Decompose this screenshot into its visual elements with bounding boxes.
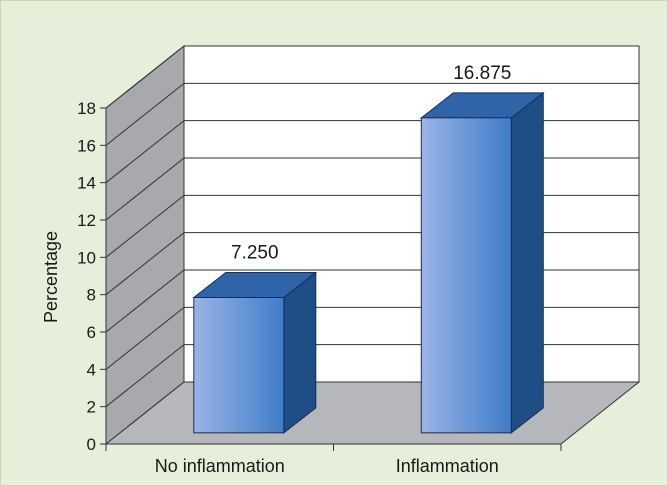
bar-front-face: [420, 117, 512, 434]
bar-no-inflammation: [192, 271, 318, 434]
side-wall: [105, 44, 185, 446]
bar-inflammation: [419, 91, 545, 434]
floor: [104, 381, 641, 445]
gridline-side: [105, 344, 185, 408]
data-label: 7.250: [231, 243, 279, 264]
gridline-side: [105, 120, 185, 184]
y-tick-label: 16: [77, 136, 96, 155]
y-tick-label: 2: [87, 398, 96, 417]
data-label: 16.875: [453, 63, 511, 84]
y-tick-label: 18: [77, 99, 96, 118]
y-axis-title: Percentage: [41, 231, 61, 323]
x-tick-label: No inflammation: [155, 456, 285, 476]
y-tick-label: 0: [87, 435, 96, 454]
gridline-side: [105, 82, 185, 146]
bar-side-face: [283, 271, 317, 434]
y-tick-label: 8: [87, 286, 96, 305]
gridline-side: [105, 269, 185, 333]
y-tick-label: 14: [77, 174, 96, 193]
y-tick-label: 6: [87, 323, 96, 342]
y-tick-label: 10: [77, 248, 96, 267]
x-tick-label: Inflammation: [396, 456, 499, 476]
gridline-side: [105, 306, 185, 370]
bar-front-face: [193, 297, 285, 434]
gridline-side: [105, 157, 185, 221]
gridline-side: [105, 232, 185, 296]
y-tick-label: 4: [87, 360, 96, 379]
bar-side-face: [510, 91, 544, 434]
gridline-side: [105, 45, 185, 109]
y-tick-label: 12: [77, 211, 96, 230]
gridline-side: [105, 194, 185, 258]
